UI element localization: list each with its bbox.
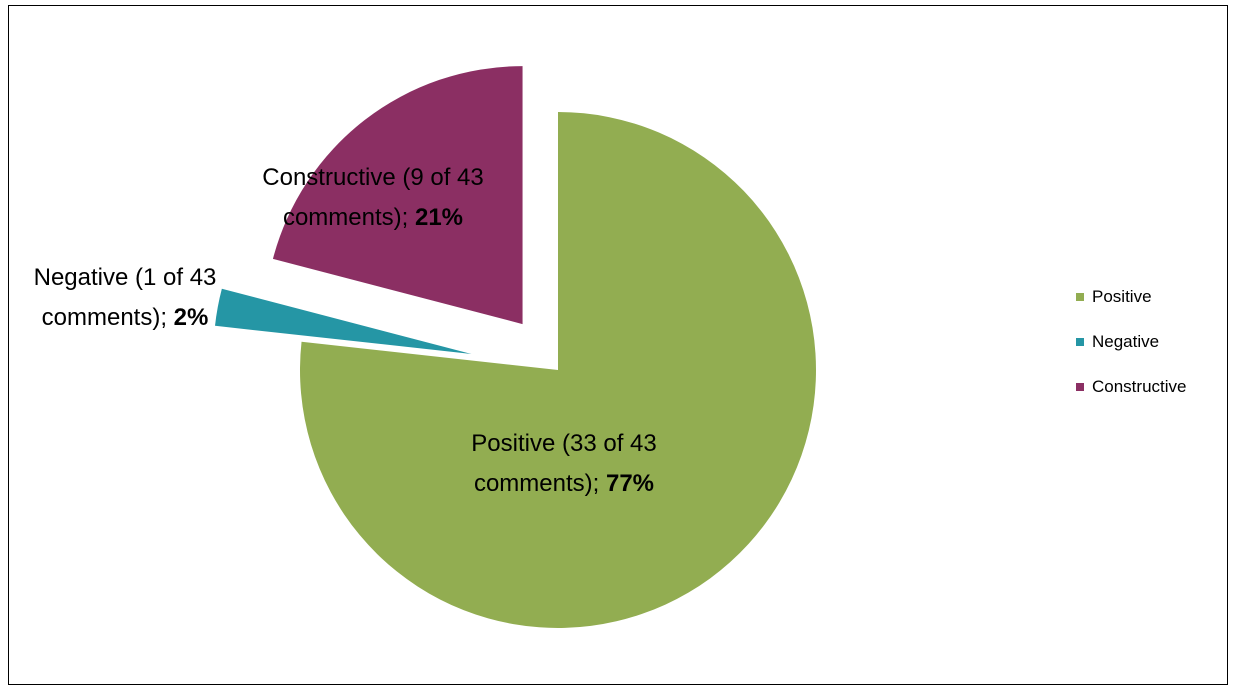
label-constructive-line2: comments); 21% [282, 204, 464, 231]
legend-item-negative: Negative [1076, 331, 1186, 353]
label-constructive: Constructive (9 of 43 comments); 21% [228, 158, 518, 238]
label-positive-line1: Positive (33 of 43 [471, 430, 657, 457]
legend-swatch-negative [1076, 338, 1084, 346]
legend-label-constructive: Constructive [1092, 377, 1187, 396]
legend-item-positive: Positive [1076, 286, 1186, 308]
label-positive-line2: comments); 77% [473, 470, 655, 497]
label-negative-line1: Negative (1 of 43 [33, 264, 217, 291]
legend-swatch-constructive [1076, 383, 1084, 391]
label-constructive-percent: 21% [414, 204, 464, 231]
pie-slice-negative [215, 288, 472, 355]
label-constructive-line1: Constructive (9 of 43 [262, 164, 484, 191]
pie-slice-constructive [272, 66, 523, 325]
label-positive: Positive (33 of 43 comments); 77% [456, 424, 672, 504]
label-negative: Negative (1 of 43 comments); 2% [10, 258, 240, 338]
label-negative-percent: 2% [173, 304, 209, 331]
chart-legend: Positive Negative Constructive [1076, 286, 1186, 421]
label-negative-line2: comments); 2% [41, 304, 209, 331]
legend-item-constructive: Constructive [1076, 376, 1186, 398]
pie-slice-positive [300, 112, 817, 628]
legend-label-negative: Negative [1092, 332, 1160, 351]
legend-swatch-positive [1076, 293, 1084, 301]
label-positive-percent: 77% [605, 470, 655, 497]
legend-label-positive: Positive [1092, 287, 1152, 306]
